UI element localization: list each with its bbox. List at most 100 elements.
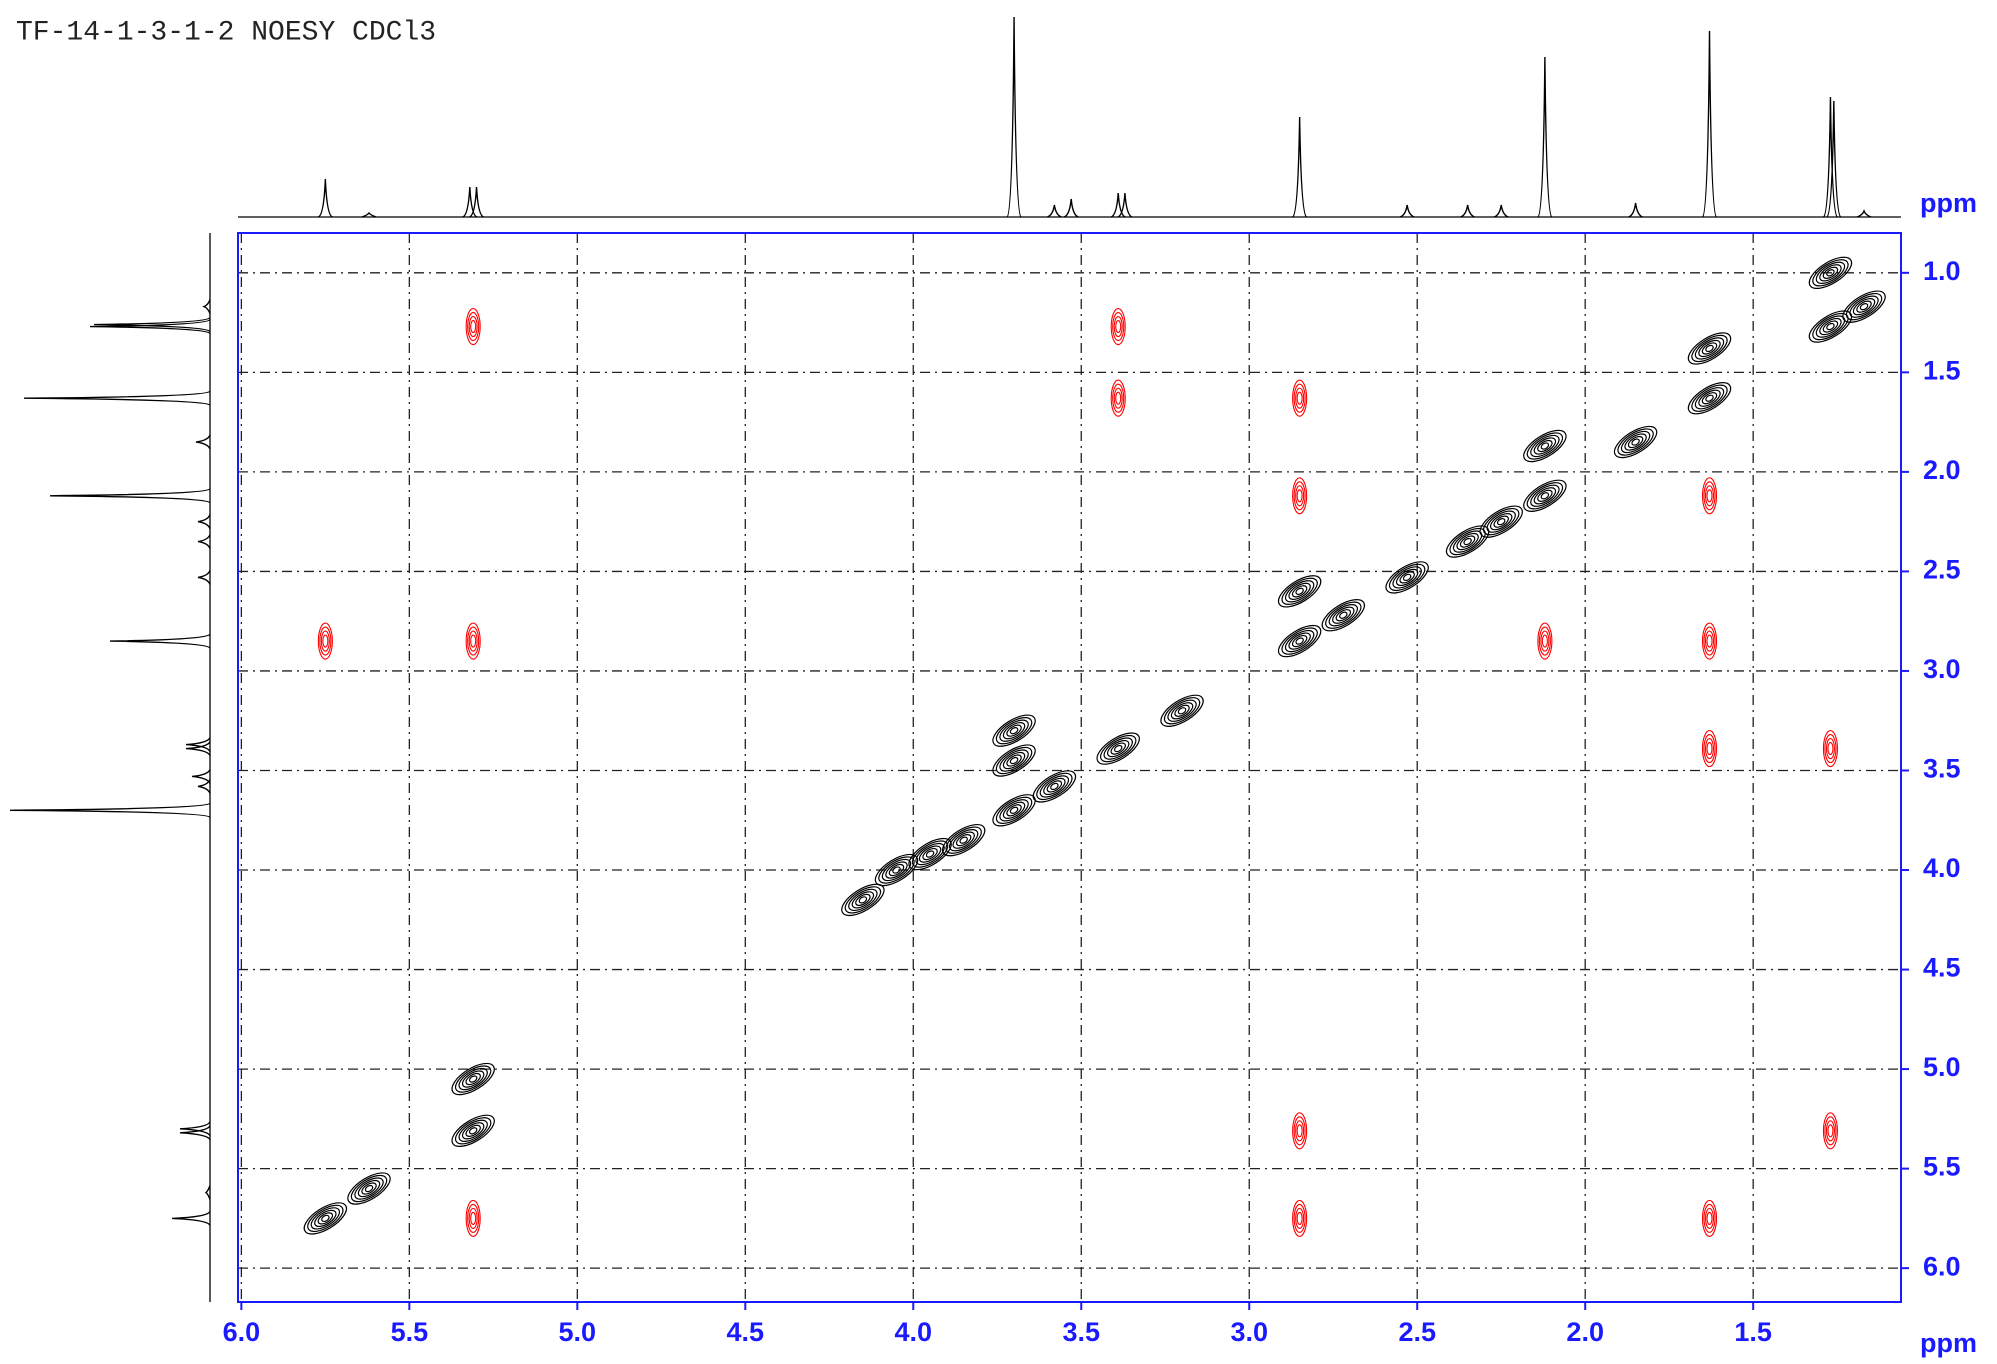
x-axis-label: ppm	[1920, 1328, 1977, 1358]
contour-line	[1703, 734, 1716, 764]
contour-line	[468, 1075, 478, 1083]
contour-line	[1115, 320, 1122, 334]
contour-line	[992, 794, 1036, 827]
contour-line	[465, 622, 481, 660]
contour-line	[1827, 1124, 1834, 1138]
contour-line	[955, 834, 972, 847]
contour-line	[1112, 383, 1125, 413]
contour-line	[1691, 334, 1728, 363]
contour-line	[1701, 342, 1718, 355]
contour-line	[848, 888, 878, 912]
projection-peak	[1063, 198, 1079, 218]
contour-line	[1385, 561, 1429, 594]
contour-line	[1050, 782, 1059, 791]
contour-line	[1295, 485, 1305, 507]
contour-line	[354, 1177, 384, 1200]
contour-line	[467, 626, 480, 656]
contour-line	[1110, 308, 1126, 346]
contour-line	[841, 883, 885, 917]
projection-peak	[1628, 202, 1643, 218]
contour-line	[1006, 754, 1022, 767]
contour-line	[1292, 1112, 1308, 1150]
x-tick-label: 5.5	[391, 1317, 429, 1347]
contour-line	[1808, 310, 1853, 343]
contour-line	[1459, 535, 1476, 548]
contour-line	[995, 796, 1033, 824]
contour-line	[1824, 734, 1837, 764]
contour-line	[1819, 264, 1842, 282]
contour-peak	[303, 1202, 348, 1235]
contour-line	[1295, 1207, 1305, 1229]
contour-line	[317, 1212, 334, 1225]
contour-line	[1859, 302, 1869, 311]
contour-line	[1706, 634, 1713, 648]
projection-peak	[197, 534, 211, 549]
contour-line	[467, 312, 480, 342]
contour-line	[1479, 505, 1523, 538]
projection-peak	[1006, 16, 1022, 218]
contour-peak	[347, 1172, 391, 1205]
contour-line	[1288, 632, 1311, 650]
contour-line	[888, 863, 905, 877]
contour-line	[1339, 611, 1348, 619]
contour-line	[1852, 298, 1876, 316]
contour-line	[1113, 316, 1123, 338]
contour-line	[1293, 481, 1306, 511]
x-tick-label: 2.5	[1398, 1317, 1436, 1347]
contour-line	[468, 1127, 478, 1135]
contour-peak	[1277, 575, 1322, 608]
contour-line	[1043, 777, 1066, 796]
contour-line	[1110, 379, 1126, 417]
contour-line	[1826, 322, 1835, 331]
contour-line	[1819, 317, 1842, 336]
projection-peak	[195, 434, 211, 450]
contour-line	[941, 823, 986, 857]
contour-line	[454, 1117, 492, 1145]
contour-line	[1170, 702, 1194, 720]
contour-line	[844, 886, 882, 914]
contour-line	[1540, 442, 1550, 450]
contour-peak	[941, 823, 986, 857]
contour-line	[1486, 510, 1516, 533]
contour-line	[1822, 320, 1839, 333]
projection-peak	[1537, 56, 1553, 218]
contour-line	[999, 749, 1029, 772]
projection-peak	[1826, 100, 1842, 218]
contour-line	[1704, 738, 1715, 760]
chart-title: TF-14-1-3-1-2 NOESY CDCl3	[16, 17, 436, 48]
contour-line	[858, 896, 868, 904]
x-tick-label: 6.0	[223, 1317, 261, 1347]
contour-line	[451, 1114, 495, 1147]
contour-line	[310, 1207, 341, 1230]
contour-line	[1856, 300, 1872, 313]
contour-line	[1703, 481, 1716, 511]
projection-peak	[197, 779, 211, 794]
contour-line	[908, 837, 952, 871]
contour-peak	[1523, 479, 1567, 512]
contour-line	[1402, 573, 1412, 582]
contour-line	[1292, 477, 1308, 515]
contour-peak	[1385, 561, 1429, 594]
contour-line	[1687, 382, 1732, 415]
contour-line	[314, 1209, 337, 1228]
contour-line	[1482, 507, 1520, 536]
contour-line	[1103, 737, 1133, 760]
contour-line	[1293, 1203, 1306, 1233]
contour-line	[1099, 734, 1137, 763]
contour-line	[1537, 489, 1553, 502]
contour-line	[1046, 780, 1063, 793]
contour-line	[1825, 738, 1835, 760]
contour-line	[1822, 266, 1839, 279]
contour-line	[1295, 587, 1304, 595]
projection-peak	[202, 299, 211, 314]
contour-line	[1009, 727, 1019, 735]
contour-line	[1496, 517, 1506, 526]
contour-peak	[992, 744, 1036, 777]
contour-line	[1617, 428, 1654, 456]
contour-line	[467, 1203, 480, 1233]
contour-line	[995, 746, 1033, 775]
contour-line	[1523, 479, 1567, 512]
contour-line	[364, 1184, 374, 1193]
projection-peak	[469, 186, 484, 218]
contour-line	[1395, 568, 1419, 587]
